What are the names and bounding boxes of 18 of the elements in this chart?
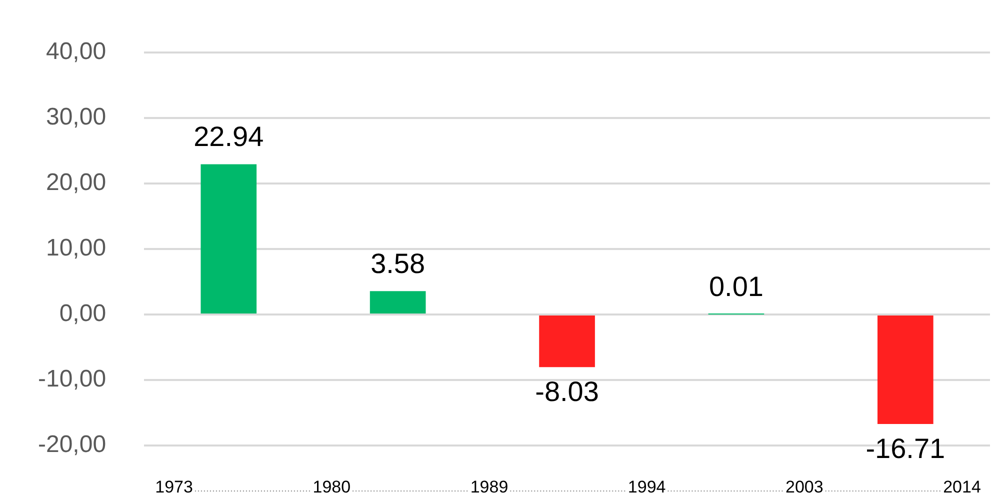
data-label: 0.01 (708, 271, 764, 302)
y-tick-label: 0,00 (59, 300, 106, 328)
y-tick-label: 30,00 (46, 104, 106, 131)
y-tick-label: 40,00 (46, 38, 106, 66)
y-tick-label: 10,00 (46, 234, 106, 262)
text: 1973 (155, 478, 193, 497)
data-label: 22.94 (194, 120, 264, 152)
y-tick-label: -10,00 (38, 366, 106, 393)
y-tick-label: -20,00 (38, 431, 106, 458)
text: 1994 (628, 478, 666, 497)
text: 2003 (785, 478, 824, 497)
data-label: -16.71 (866, 432, 946, 464)
y-tick-label: 20,00 (46, 169, 106, 196)
text: 1989 (470, 478, 508, 497)
text: 2014 (943, 478, 981, 497)
data-label: 3.58 (370, 248, 426, 279)
data-label: -8.03 (535, 376, 599, 407)
text: 1980 (312, 478, 351, 497)
